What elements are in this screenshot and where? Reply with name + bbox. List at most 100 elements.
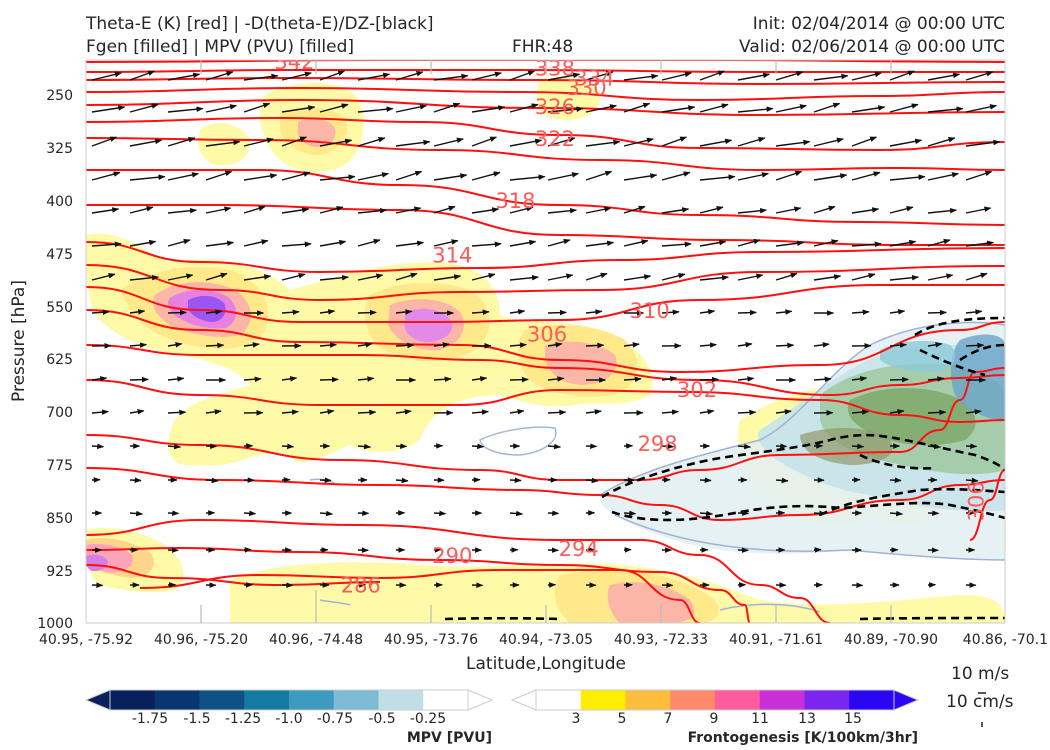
wind-vector [813, 239, 839, 247]
wind-vector [851, 309, 870, 316]
filled-fields [86, 76, 1005, 623]
colorbar-swatch [715, 690, 761, 710]
mpv-colorbar-ticks: -1.75 -1.5 -1.25 -1.0 -0.75 -0.5 -0.25 M… [132, 711, 492, 746]
wind-vector [319, 239, 347, 247]
colorbar-frame [109, 689, 469, 711]
y-tick-label: 475 [46, 247, 73, 263]
wind-vector [129, 342, 147, 348]
wind-vector [851, 207, 880, 214]
title-line-2: Fgen [filled] | MPV (PVU) [filled] [86, 37, 355, 57]
wind-vector [851, 241, 882, 248]
theta-e-contour [86, 60, 1005, 63]
wind-vector [699, 376, 719, 383]
wind-vector [699, 342, 717, 348]
theta-e-contour [86, 379, 1005, 424]
wind-vector [205, 170, 233, 181]
wind-vector [965, 477, 979, 484]
colorbar-swatch [423, 690, 469, 710]
wind-vector [927, 443, 942, 450]
wind-vector [737, 137, 766, 147]
wind-vector [357, 309, 377, 316]
wind-vector [167, 342, 183, 348]
wind-vector [813, 73, 849, 81]
wind-vector [737, 106, 774, 113]
wind-vector [357, 72, 391, 81]
colorbar-swatch [804, 690, 850, 710]
wind-vector [547, 273, 574, 281]
wind-vector [661, 241, 692, 248]
wind-vector [851, 105, 886, 113]
wind-vector [775, 477, 789, 484]
wind-vector [547, 207, 577, 214]
wind-vector [509, 309, 526, 315]
wind-vector [927, 137, 956, 147]
wind-vector [661, 136, 688, 147]
mpv-colorbar [84, 689, 494, 711]
wind-vector [547, 106, 584, 113]
wind-vector [623, 73, 659, 81]
wind-vector [91, 171, 121, 181]
theta-e-contours [86, 60, 1005, 623]
wind-vector [319, 70, 346, 81]
theta-e-contour [86, 203, 1005, 246]
wind-vector [509, 274, 539, 281]
wind-vector [395, 477, 409, 484]
wind-vector [433, 510, 447, 517]
wind-vector [851, 376, 868, 382]
wind-vector [205, 104, 237, 113]
theta-e-contour [86, 518, 831, 623]
wind-vector [699, 309, 716, 315]
wind-vector [775, 240, 805, 247]
wind-vector [167, 309, 187, 316]
wind-vector [889, 342, 907, 348]
wind-vector [737, 172, 769, 181]
wind-vector [129, 409, 145, 415]
wind-vector [167, 172, 199, 181]
colorbar-frame [535, 689, 895, 711]
wind-vector [585, 240, 615, 247]
wind-vector [699, 477, 712, 484]
wind-vector [965, 309, 983, 315]
theta-e-label: 326 [535, 95, 575, 119]
wind-vector [775, 409, 792, 415]
wind-vector [433, 342, 450, 348]
wind-vector [205, 342, 225, 349]
wind-vector [91, 409, 109, 415]
wind-vector [699, 70, 726, 81]
wind-vector [205, 71, 234, 81]
wind-vector [623, 137, 654, 147]
valid-time: Valid: 02/06/2014 @ 00:00 UTC [739, 37, 1005, 57]
mpv-tick: -1.75 [132, 711, 168, 727]
wind-vector [471, 171, 501, 181]
colorbar-swatch [849, 690, 895, 710]
wind-vector [889, 70, 916, 81]
wind-vector [205, 240, 235, 247]
wind-vector [357, 409, 377, 416]
theta-e-label: 294 [559, 537, 599, 561]
y-tick-label: 925 [46, 564, 73, 580]
colorbar-swatch [670, 690, 716, 710]
wind-vector [965, 206, 992, 214]
theta-e-label: 338 [535, 56, 575, 80]
wind-vector [167, 207, 197, 214]
wind-vector [319, 510, 334, 517]
theta-e-label: 342 [274, 50, 314, 74]
wind-vector [737, 238, 761, 247]
wind-vector [585, 477, 599, 484]
wind-vector [965, 272, 988, 281]
wind-vector [851, 443, 865, 450]
wind-vector [357, 207, 387, 214]
mpv-tick: -1.25 [225, 711, 261, 727]
wind-vector [395, 342, 415, 349]
wind-vector [471, 409, 489, 415]
theta-e-label: 322 [535, 127, 575, 151]
theta-e-label: 330 [567, 76, 607, 100]
wind-vector [243, 102, 271, 113]
wind-vector [357, 238, 381, 247]
theta-e-contour [86, 168, 1005, 226]
colorbar-swatch [154, 690, 200, 710]
colorbar-swatch [580, 690, 626, 710]
wind-vector [851, 171, 881, 181]
wind-vector [205, 139, 241, 147]
